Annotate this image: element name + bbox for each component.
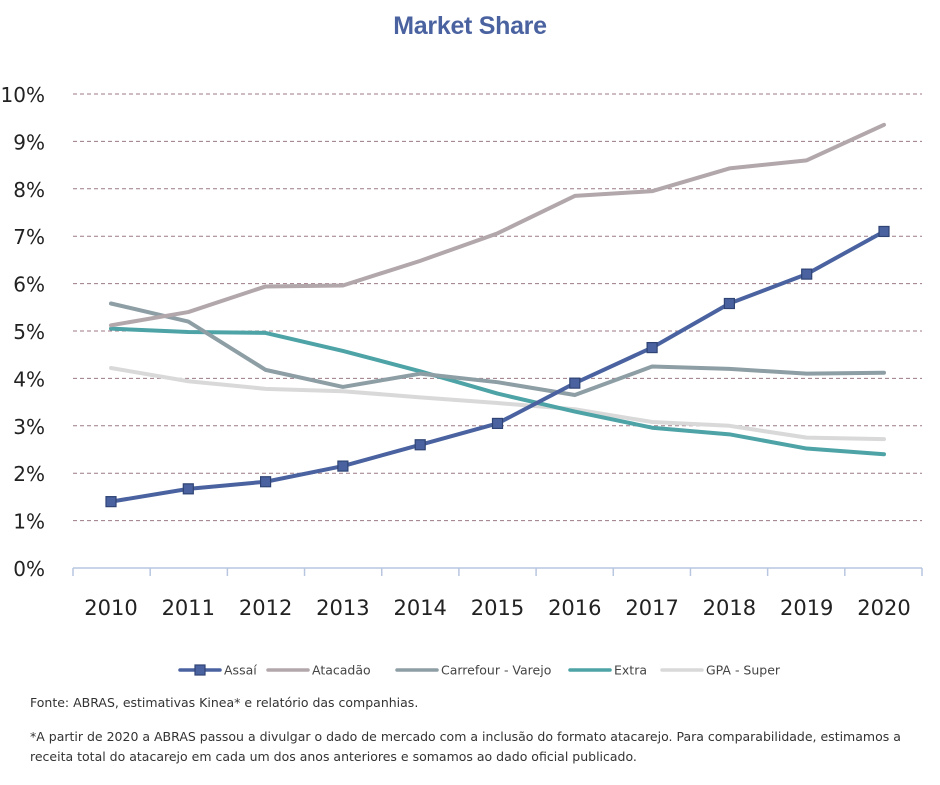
legend: Assaí Atacadão Carrefour - Varejo Extra GPA … xyxy=(178,663,781,678)
series-line-gpa-super xyxy=(109,365,886,442)
x-tick-label: 2012 xyxy=(239,596,292,620)
y-tick-label: 8% xyxy=(13,178,45,202)
x-tick-label: 2014 xyxy=(393,596,446,620)
x-tick-label: 2015 xyxy=(471,596,524,620)
data-point-marker xyxy=(569,377,581,389)
series-line-extra xyxy=(109,326,886,457)
data-point-marker xyxy=(646,341,658,354)
y-tick-label: 5% xyxy=(13,320,45,344)
legend-marker xyxy=(194,664,206,676)
x-tick-label: 2020 xyxy=(857,596,910,620)
x-tick-label: 2017 xyxy=(625,596,678,620)
y-tick-label: 9% xyxy=(13,130,45,154)
series-line-carrefour-varejo xyxy=(109,301,886,397)
data-point-marker xyxy=(723,297,736,310)
legend-label: Atacadão xyxy=(312,663,371,678)
y-tick-label: 0% xyxy=(13,557,45,581)
legend-label: Carrefour - Varejo xyxy=(441,663,551,678)
x-axis xyxy=(72,567,923,576)
x-tick-label: 2018 xyxy=(703,596,756,620)
x-axis-tick-labels: 2010 2011 2012 2013 2014 2015 2016 2017 2018 2019… xyxy=(84,596,910,620)
series-line-assa- xyxy=(109,229,886,504)
x-tick-label: 2019 xyxy=(780,596,833,620)
data-point-marker xyxy=(414,439,426,451)
data-point-marker xyxy=(105,496,117,508)
series-lines xyxy=(105,122,890,508)
methodology-note: *A partir de 2020 a ABRAS passou a divul… xyxy=(30,729,901,764)
legend-label: Assaí xyxy=(224,663,257,678)
y-axis-tick-labels: 0% 1% 2% 3% 4% 5% 6% 7% 8% 9% 10% xyxy=(1,83,45,581)
data-point-marker xyxy=(337,460,349,472)
data-point-marker xyxy=(801,268,813,280)
y-tick-label: 10% xyxy=(1,83,45,107)
chart-title: Market Share xyxy=(393,12,547,40)
gridlines xyxy=(73,93,922,522)
y-tick-label: 3% xyxy=(13,415,45,439)
y-tick-label: 1% xyxy=(13,510,45,534)
x-tick-label: 2011 xyxy=(162,596,215,620)
legend-label: Extra xyxy=(614,663,647,678)
y-tick-label: 7% xyxy=(13,225,45,249)
data-point-marker xyxy=(260,476,272,488)
legend-label: GPA - Super xyxy=(706,663,781,678)
y-tick-label: 4% xyxy=(13,367,45,391)
data-point-marker xyxy=(182,483,194,495)
y-tick-label: 2% xyxy=(13,462,45,486)
series-line-atacad-o xyxy=(109,122,886,328)
x-tick-label: 2016 xyxy=(548,596,601,620)
market-share-chart: 0% 1% 2% 3% 4% 5% 6% 7% 8% 9% 10% 2010 2011 2012 2013… xyxy=(1,83,923,678)
x-tick-label: 2010 xyxy=(84,596,137,620)
x-tick-label: 2013 xyxy=(316,596,369,620)
data-point-marker xyxy=(491,417,504,430)
source-note: Fonte: ABRAS, estimativas Kinea* e relat… xyxy=(30,695,419,710)
data-point-marker xyxy=(878,225,890,238)
y-tick-label: 6% xyxy=(13,273,45,297)
